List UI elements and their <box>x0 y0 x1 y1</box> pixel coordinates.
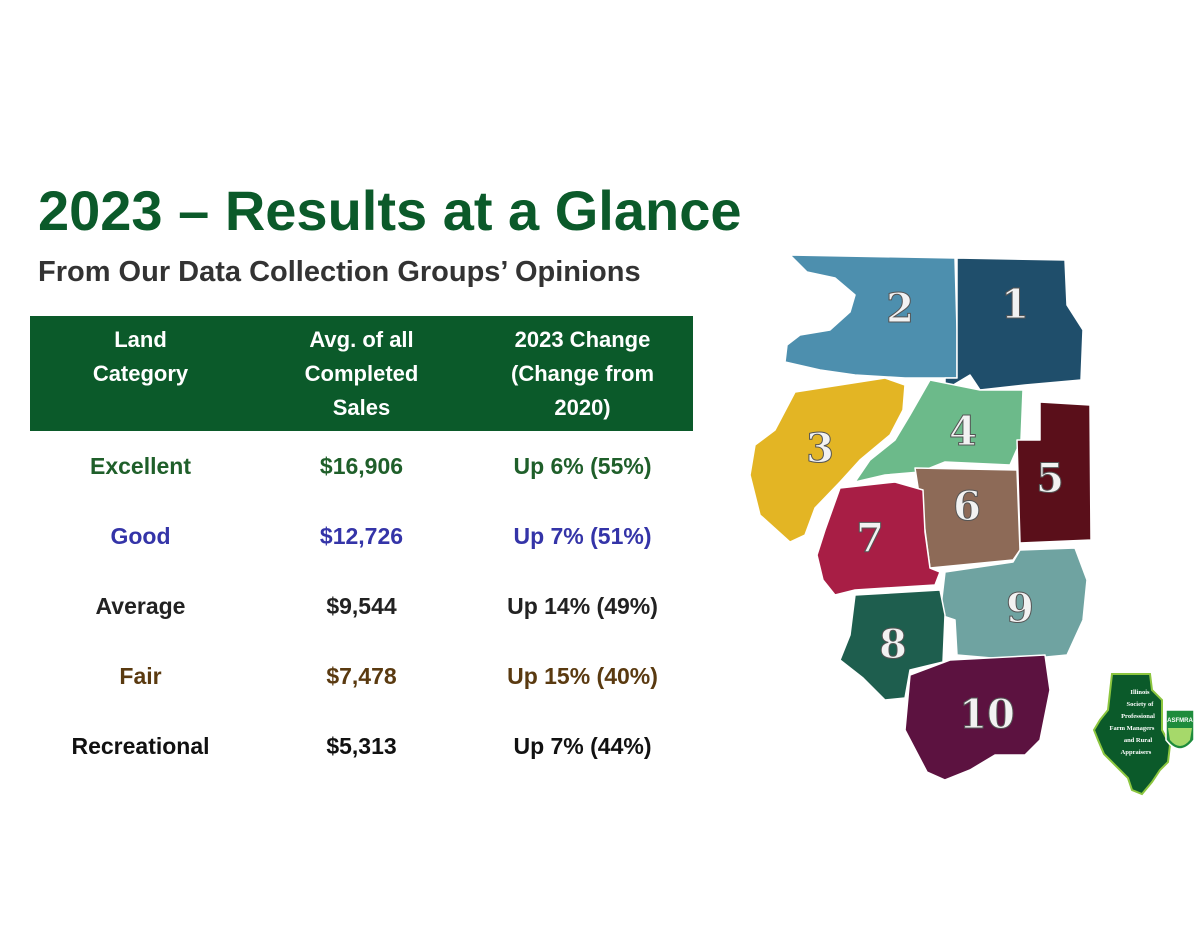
badge-line: Professional <box>1121 713 1155 720</box>
asfmra-shield-icon: ASFMRA <box>1165 709 1195 750</box>
results-table: Land Category Avg. of all Completed Sale… <box>30 316 693 781</box>
region-label-1: 1 <box>1001 281 1029 328</box>
badge-line: Illinois <box>1130 689 1150 696</box>
illinois-map-svg: 1 2 3 4 5 6 7 8 9 10 <box>749 254 1092 781</box>
change-cell: Up 7% (51%) <box>513 522 652 549</box>
table-row: Excellent $16,906 Up 6% (55%) <box>30 431 693 501</box>
category-cell: Fair <box>119 662 162 689</box>
region-label-3: 3 <box>806 425 834 472</box>
table-header-row: Land Category Avg. of all Completed Sale… <box>30 316 693 431</box>
header-avg-completed-sales: Avg. of all Completed Sales <box>251 316 472 431</box>
map-region-2 <box>784 254 958 379</box>
header-land-category: Land Category <box>30 316 251 431</box>
illinois-region-map: 1 2 3 4 5 6 7 8 9 10 <box>745 250 1095 790</box>
region-label-4: 4 <box>949 408 977 455</box>
avg-cell: $7,478 <box>326 662 397 689</box>
table-row: Average $9,544 Up 14% (49%) <box>30 571 693 641</box>
isprfma-badge: Illinois Society of Professional Farm Ma… <box>1090 670 1200 798</box>
map-region-1 <box>944 257 1084 391</box>
region-label-9: 9 <box>1006 585 1034 632</box>
map-region-8 <box>839 589 946 701</box>
page-subtitle: From Our Data Collection Groups’ Opinion… <box>38 256 641 288</box>
avg-cell: $5,313 <box>326 732 397 759</box>
table-row: Fair $7,478 Up 15% (40%) <box>30 641 693 711</box>
avg-cell: $12,726 <box>319 522 404 549</box>
region-label-8: 8 <box>879 621 907 668</box>
table-row: Recreational $5,313 Up 7% (44%) <box>30 711 693 781</box>
category-cell: Good <box>110 522 171 549</box>
region-label-5: 5 <box>1036 455 1064 502</box>
header-2023-change: 2023 Change (Change from 2020) <box>472 316 693 431</box>
badge-line: Farm Managers <box>1110 725 1155 732</box>
avg-cell: $16,906 <box>319 452 404 479</box>
illinois-society-logo: Illinois Society of Professional Farm Ma… <box>1092 673 1195 796</box>
table-row: Good $12,726 Up 7% (51%) <box>30 501 693 571</box>
category-cell: Average <box>95 592 186 619</box>
region-label-6: 6 <box>953 483 981 530</box>
change-cell: Up 7% (44%) <box>513 732 652 759</box>
avg-cell: $9,544 <box>326 592 397 619</box>
badge-line: and Rural <box>1124 737 1153 744</box>
region-label-7: 7 <box>856 515 884 562</box>
change-cell: Up 15% (40%) <box>507 662 658 689</box>
page-title: 2023 – Results at a Glance <box>38 179 742 242</box>
region-label-2: 2 <box>886 285 914 332</box>
map-region-10 <box>904 654 1051 781</box>
map-region-3 <box>749 377 906 543</box>
badge-line: Society of <box>1127 701 1155 708</box>
change-cell: Up 6% (55%) <box>513 452 652 479</box>
region-label-10: 10 <box>959 691 1015 738</box>
svg-text:ASFMRA: ASFMRA <box>1167 718 1193 724</box>
change-cell: Up 14% (49%) <box>507 592 658 619</box>
category-cell: Excellent <box>90 452 191 479</box>
map-region-7 <box>816 481 941 596</box>
category-cell: Recreational <box>71 732 210 759</box>
map-region-9 <box>939 547 1088 661</box>
badge-line: Appraisers <box>1121 749 1152 756</box>
